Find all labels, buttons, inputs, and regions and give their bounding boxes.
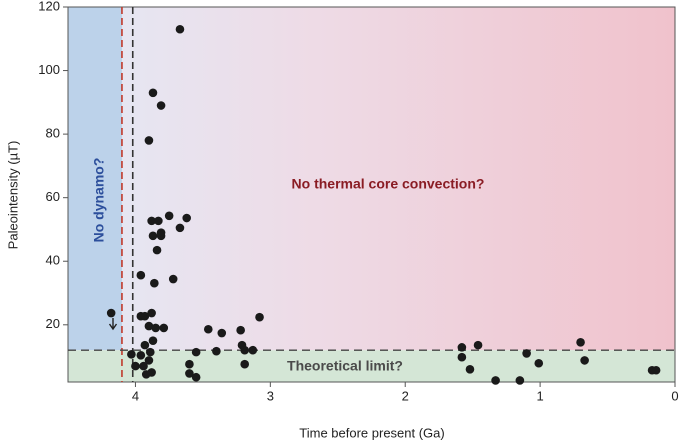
data-point [148,336,158,345]
data-point [156,101,166,110]
x-tick-label: 3 [267,388,274,403]
data-point [491,376,500,385]
data-point [651,365,661,375]
data-point [182,213,192,223]
data-point [457,343,467,352]
data-point [147,308,156,318]
data-point [140,311,150,321]
data-point [185,359,194,369]
data-point [136,351,146,360]
x-tick-label: 0 [671,388,678,403]
region [68,7,122,351]
data-point [522,349,531,358]
data-point [168,274,178,284]
data-point [148,88,158,98]
data-point [144,356,154,365]
data-point [185,369,194,378]
y-tick-label: 60 [46,189,60,204]
y-axis-label: Paleointensity (µT) [5,141,20,250]
data-point [217,328,227,338]
y-tick-label: 80 [46,126,60,141]
x-tick-label: 1 [536,388,543,403]
data-point [240,359,250,369]
data-point [147,216,156,226]
region [68,350,675,382]
data-point [515,376,525,385]
data-point [145,347,155,357]
annotation: Theoretical limit? [287,358,403,374]
data-point [156,231,166,241]
data-point [457,352,467,362]
data-point [212,346,221,356]
x-tick-label: 2 [402,388,409,403]
data-point [139,361,148,371]
data-point [151,323,160,333]
data-point [131,361,140,371]
data-point [175,223,185,233]
data-point [534,358,544,368]
data-point [152,245,162,255]
data-point [164,211,174,221]
data-point [465,364,475,374]
data-point [580,356,589,365]
data-point [141,370,151,379]
data-point [175,24,185,34]
data-point [248,345,258,355]
x-axis-label: Time before present (Ga) [299,425,444,440]
data-point [136,270,146,280]
region [121,7,675,351]
data-point [473,340,483,350]
data-point [106,308,116,318]
y-tick-label: 20 [46,316,60,331]
y-tick-label: 40 [46,253,60,268]
data-point [240,345,250,355]
data-point [148,231,158,241]
upper-limit-arrow [108,318,118,331]
data-point [154,216,163,226]
y-tick-label: 100 [38,62,60,77]
data-point [191,347,201,357]
data-point [236,325,245,335]
data-point [140,340,150,350]
annotation: No thermal core convection? [292,176,485,192]
data-point [203,324,213,334]
data-point [144,136,154,145]
data-point [159,323,169,333]
plot-frame [67,6,676,383]
x-tick-label: 4 [132,388,139,403]
data-point [576,337,585,347]
data-point [144,321,154,331]
y-tick-label: 120 [38,0,60,13]
annotation: No dynamo? [91,158,107,243]
data-point [150,278,159,288]
data-point [255,312,264,322]
data-point [127,350,136,359]
data-point [191,372,201,382]
